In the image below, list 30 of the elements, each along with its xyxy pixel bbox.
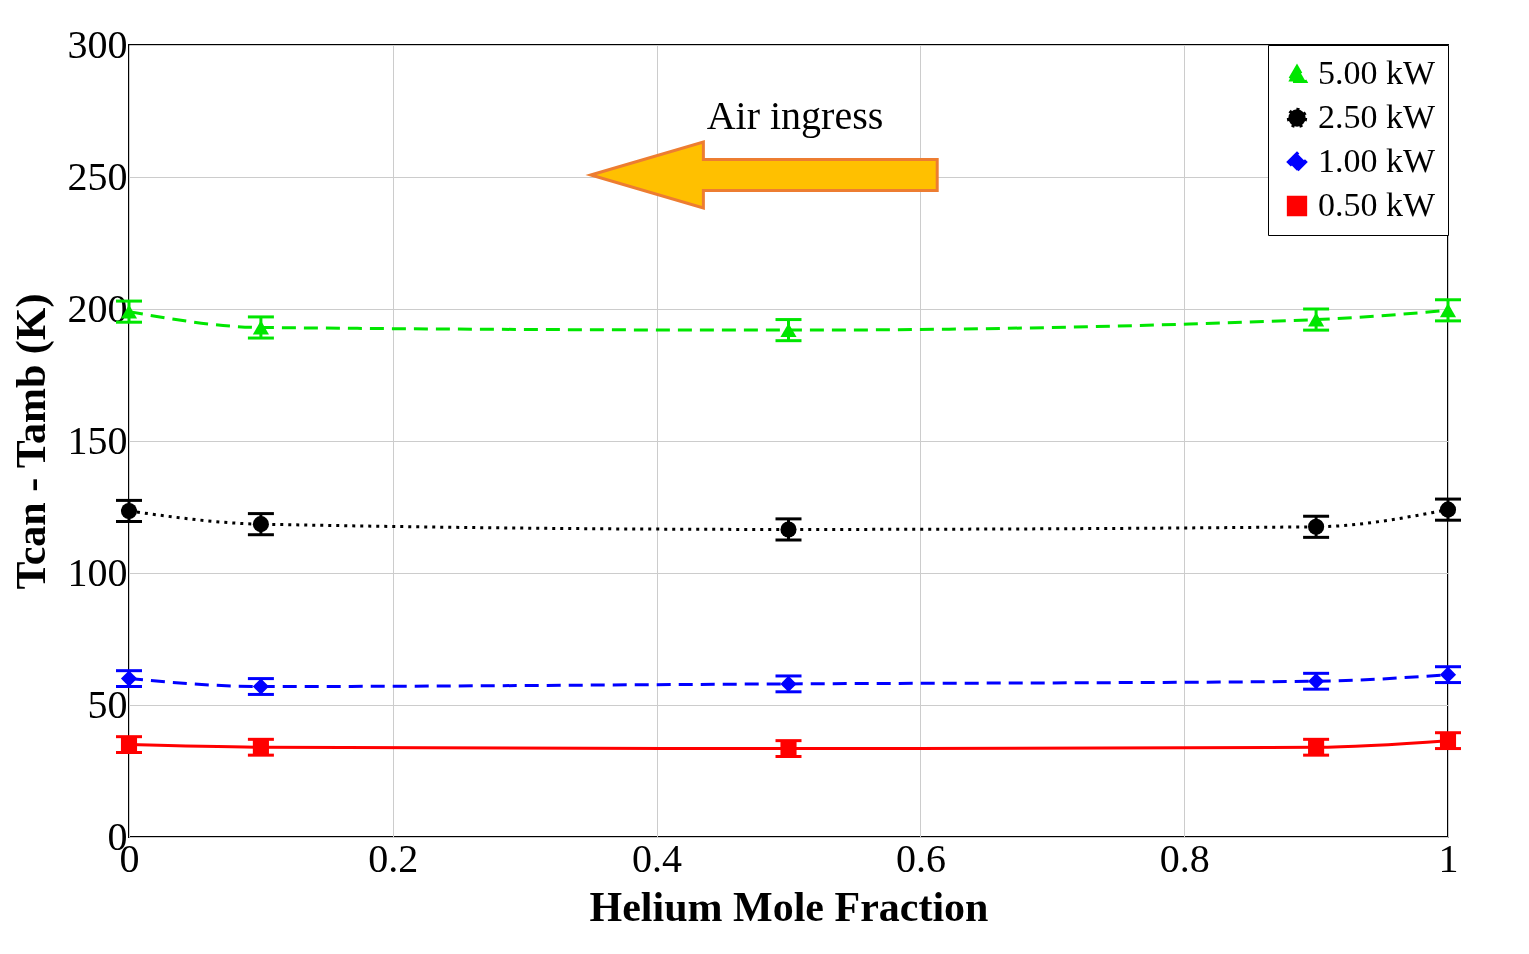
point [252,678,269,695]
y-axis-title: Tcan - Tamb (K) [7,293,55,590]
point [1308,518,1325,535]
legend-label: 1.00 kW [1318,142,1436,179]
x-tick-label: 0.8 [1159,835,1210,881]
point [780,521,797,538]
point [252,739,269,756]
point [252,320,269,335]
point [1439,303,1457,318]
y-tick-label: 200 [67,285,128,331]
y-tick-label: 250 [67,153,128,199]
legend-label: 2.50 kW [1318,98,1436,135]
point [252,516,269,533]
legend-label: 0.50 kW [1318,186,1436,223]
x-axis-title: Helium Mole Fraction [589,883,989,930]
legend-label: 5.00 kW [1318,54,1436,91]
x-tick-label: 0.6 [895,835,946,881]
point [1308,673,1325,690]
annotation: Air ingress [706,93,884,138]
x-tick-label: 1 [1438,835,1459,881]
point [780,740,797,757]
point [1308,312,1325,327]
y-tick-label: 100 [67,549,128,595]
y-tick-label: 50 [87,681,128,727]
y-tick-label: 300 [67,21,128,67]
x-tick-label: 0.2 [368,835,419,881]
x-tick-label: 0.4 [632,835,683,881]
point [1308,739,1325,756]
y-tick-label: 150 [67,417,128,463]
point [780,675,797,692]
